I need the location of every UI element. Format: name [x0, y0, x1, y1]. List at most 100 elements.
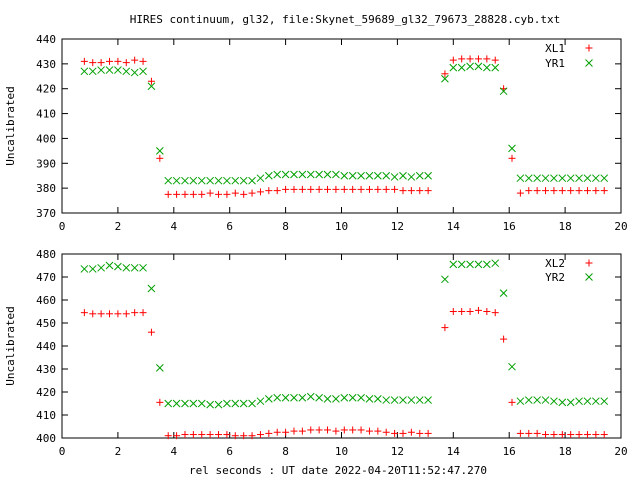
- point-yr2: [340, 393, 349, 402]
- point-yr1: [541, 174, 550, 183]
- point-xl1: [131, 56, 139, 64]
- point-yr1: [583, 174, 592, 183]
- point-xl1: [491, 56, 499, 64]
- point-yr1: [415, 171, 424, 180]
- point-xl2: [114, 310, 122, 318]
- point-xl1: [97, 59, 105, 67]
- point-xl1: [558, 187, 566, 195]
- point-xl2: [550, 431, 558, 439]
- point-yr2: [583, 397, 592, 406]
- point-xl2: [600, 431, 608, 439]
- point-yr1: [533, 174, 542, 183]
- point-xl1: [416, 187, 424, 195]
- y-tick-label: 420: [36, 386, 56, 399]
- point-yr1: [290, 170, 298, 179]
- y-tick-label: 450: [36, 317, 56, 330]
- point-xl2: [97, 310, 105, 318]
- point-yr1: [441, 74, 449, 83]
- point-yr1: [80, 67, 89, 76]
- point-xl1: [508, 154, 516, 162]
- point-xl1: [248, 189, 256, 197]
- point-yr1: [147, 82, 156, 91]
- point-yr1: [139, 67, 147, 76]
- point-yr2: [390, 396, 399, 404]
- point-yr2: [558, 398, 567, 407]
- point-xl2: [122, 310, 130, 318]
- x-tick-label: 8: [282, 445, 289, 458]
- point-xl2: [282, 428, 290, 436]
- point-xl1: [474, 55, 482, 63]
- point-xl2: [449, 308, 457, 315]
- point-xl2: [508, 398, 516, 406]
- point-xl2: [256, 431, 264, 439]
- x-axis-label: rel seconds : UT date 2022-04-20T11:52:4…: [189, 464, 487, 477]
- point-yr1: [189, 176, 198, 185]
- point-yr2: [524, 396, 533, 404]
- y-tick-label: 440: [36, 340, 56, 353]
- x-tick-label: 0: [59, 220, 66, 233]
- point-xl2: [156, 398, 164, 406]
- y-tick-label: 460: [36, 294, 56, 307]
- point-xl2: [349, 426, 357, 434]
- x-tick-label: 18: [558, 220, 571, 233]
- point-yr2: [164, 399, 173, 408]
- point-xl2: [416, 429, 424, 437]
- point-xl2: [265, 429, 273, 437]
- point-xl1: [324, 185, 332, 193]
- point-yr2: [248, 399, 256, 408]
- x-tick-label: 6: [226, 445, 233, 458]
- x-tick-label: 6: [226, 220, 233, 233]
- legend-marker-xl1: [585, 44, 593, 52]
- point-xl1: [106, 57, 114, 65]
- point-xl2: [491, 309, 499, 317]
- point-yr2: [348, 393, 357, 402]
- point-yr1: [281, 170, 290, 179]
- y-tick-label: 400: [36, 432, 56, 445]
- y-tick-label: 390: [36, 157, 56, 170]
- point-yr1: [407, 173, 416, 181]
- point-xl2: [80, 309, 88, 317]
- point-xl1: [516, 189, 524, 197]
- bottom-panel: Uncalibrated 400410420430440450460470480…: [4, 248, 628, 458]
- point-xl1: [349, 185, 357, 193]
- point-xl2: [374, 427, 382, 435]
- point-yr2: [306, 392, 315, 401]
- y-tick-label: 440: [36, 33, 56, 46]
- point-yr2: [139, 263, 147, 272]
- series-xl1: [80, 55, 608, 198]
- legend-marker-yr2: [585, 273, 593, 281]
- point-yr2: [264, 395, 273, 403]
- point-xl2: [106, 310, 114, 318]
- point-xl2: [189, 431, 197, 439]
- point-yr1: [491, 63, 500, 72]
- point-yr1: [575, 174, 583, 183]
- point-yr1: [239, 176, 248, 185]
- point-yr2: [575, 397, 583, 406]
- point-yr1: [97, 66, 105, 74]
- point-xl1: [298, 185, 306, 193]
- bottom-plot-frame: [61, 253, 622, 439]
- point-xl1: [290, 185, 298, 193]
- point-yr2: [147, 284, 156, 293]
- y-tick-label: 380: [36, 182, 56, 195]
- point-yr2: [382, 396, 391, 404]
- point-xl1: [441, 70, 449, 78]
- point-xl1: [600, 187, 608, 195]
- point-yr1: [516, 174, 525, 183]
- point-xl2: [131, 309, 139, 317]
- series-yr1: [80, 62, 609, 185]
- point-yr2: [181, 399, 189, 408]
- point-xl2: [466, 308, 474, 315]
- point-xl1: [198, 190, 206, 198]
- point-xl1: [365, 185, 373, 193]
- point-yr1: [550, 174, 558, 183]
- point-yr1: [298, 170, 307, 179]
- point-xl2: [533, 429, 541, 437]
- point-yr2: [223, 399, 231, 408]
- point-yr1: [306, 170, 315, 179]
- y-tick-label: 470: [36, 271, 56, 284]
- point-yr2: [256, 397, 265, 406]
- x-tick-label: 20: [614, 220, 627, 233]
- point-yr2: [516, 397, 525, 406]
